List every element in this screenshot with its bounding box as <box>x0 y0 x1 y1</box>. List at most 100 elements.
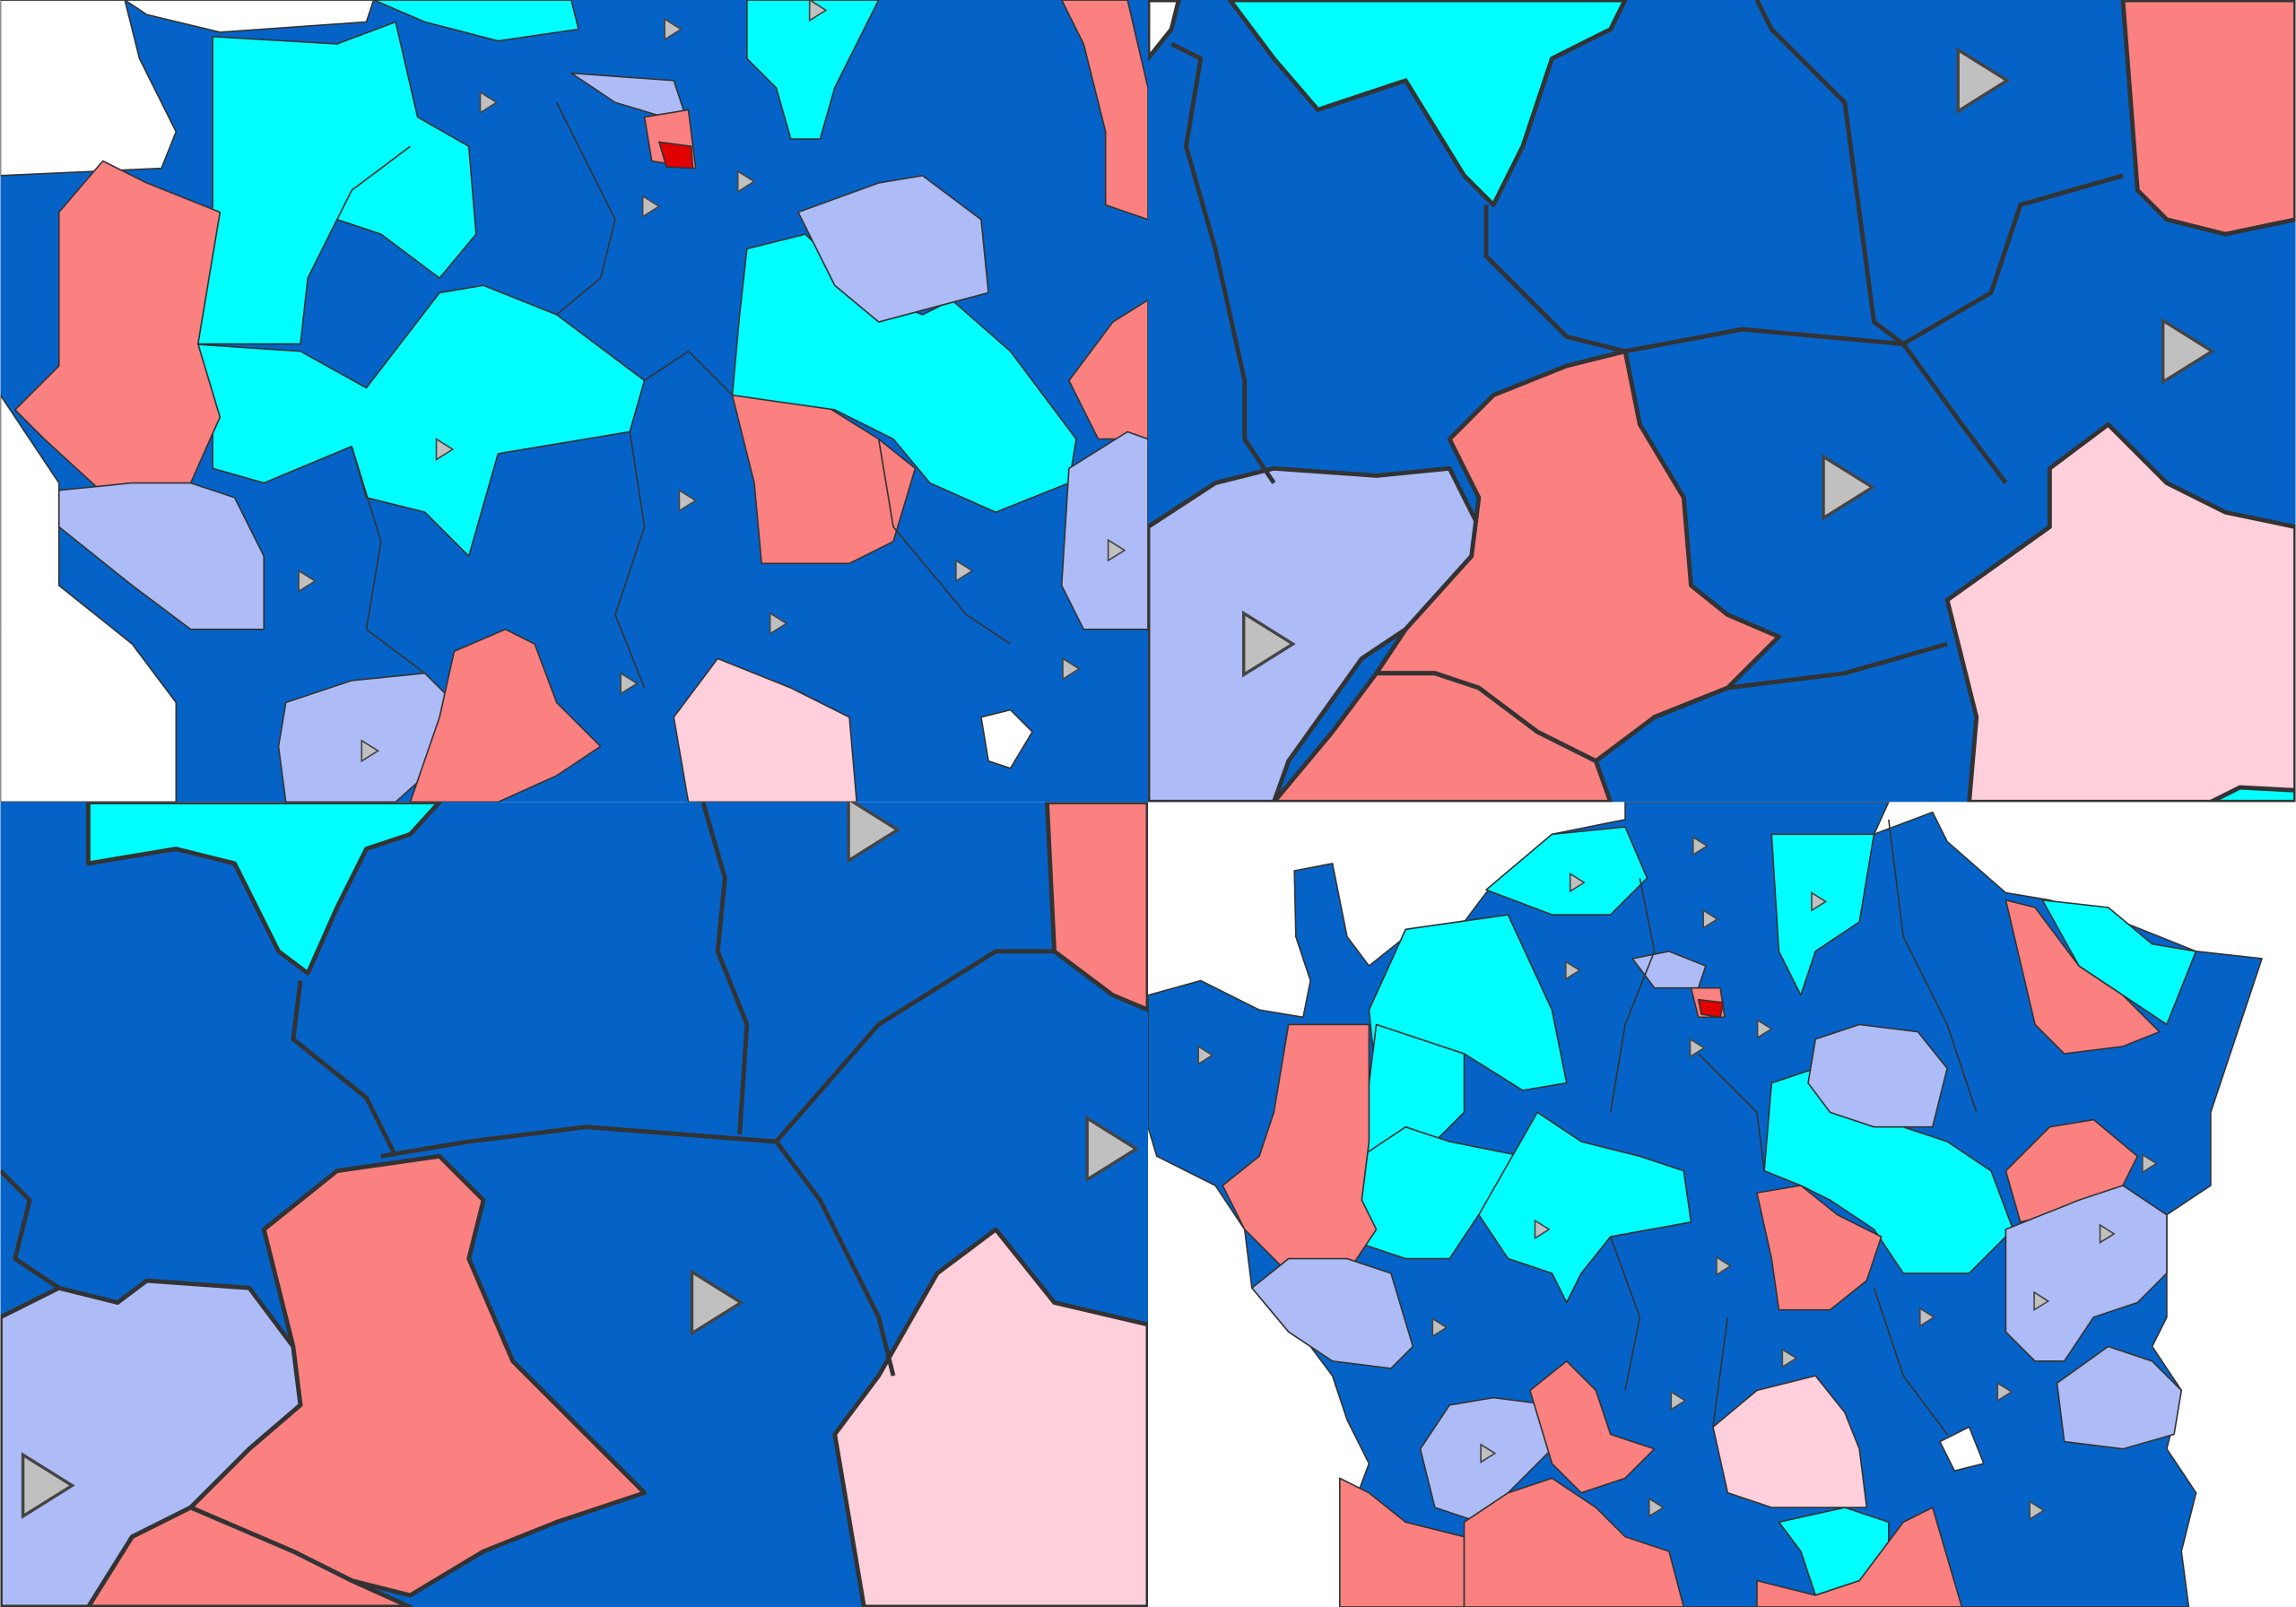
marker-triangle <box>361 739 380 763</box>
department <box>797 175 989 323</box>
department-border <box>1624 326 1904 354</box>
department <box>1463 1477 1685 1607</box>
department-border <box>291 980 398 1158</box>
department <box>409 628 602 803</box>
department <box>1939 1426 1985 1472</box>
department <box>673 657 858 803</box>
department-border <box>336 145 411 221</box>
department <box>57 482 265 630</box>
department <box>1529 1359 1656 1494</box>
department <box>658 141 694 169</box>
marker-triangle <box>769 612 788 636</box>
department <box>189 284 646 557</box>
department <box>1060 0 1149 221</box>
marker-triangle <box>620 672 639 696</box>
department <box>2005 899 2161 1055</box>
map-tile <box>1148 0 2296 803</box>
marker-triangle <box>1781 1348 1798 1368</box>
marker-triangle <box>1996 1381 2013 1403</box>
department-border <box>1609 1236 1641 1391</box>
department <box>372 0 579 42</box>
marker-triangle <box>2142 1153 2159 1174</box>
marker-triangle <box>2029 1500 2046 1521</box>
department-border <box>1712 1316 1729 1428</box>
department <box>980 708 1033 769</box>
marker-triangle <box>1918 1307 1935 1328</box>
department <box>1148 0 1181 61</box>
department <box>1478 1111 1692 1304</box>
department <box>2005 1185 2168 1362</box>
marker-triangle <box>1822 454 1876 521</box>
marker-triangle <box>678 489 698 513</box>
department <box>2208 785 2296 803</box>
department <box>1807 1023 1948 1128</box>
marker-triangle <box>1716 1255 1733 1276</box>
department <box>832 1227 1149 1607</box>
marker-triangle <box>21 1452 75 1519</box>
marker-triangle <box>2033 1290 2050 1312</box>
marker-triangle <box>1670 1390 1687 1412</box>
department <box>1044 802 1149 1012</box>
marker-triangle <box>1956 47 2011 115</box>
department <box>1251 1257 1414 1369</box>
department-border <box>1873 1287 1948 1435</box>
department <box>746 0 880 140</box>
department <box>0 0 178 177</box>
marker-triangle <box>1242 610 1296 678</box>
department <box>1060 430 1149 630</box>
marker-triangle <box>435 438 455 461</box>
department <box>1485 826 1648 916</box>
marker-triangle <box>2161 317 2215 386</box>
marker-triangle <box>736 169 756 194</box>
map-tile <box>0 802 1149 1607</box>
department <box>1756 1507 1963 1607</box>
department <box>1770 833 1875 996</box>
marker-triangle <box>1569 872 1586 893</box>
marker-triangle <box>1534 1219 1551 1240</box>
marker-triangle <box>1811 891 1828 912</box>
department-border <box>1609 878 1656 1113</box>
department-border <box>555 101 616 316</box>
department <box>1697 998 1725 1019</box>
department-border <box>877 439 1012 645</box>
marker-triangle <box>1564 960 1581 981</box>
marker-triangle <box>1756 1019 1773 1039</box>
department <box>1227 0 1628 207</box>
department-border <box>1653 641 1948 719</box>
marker-triangle <box>1648 1497 1665 1518</box>
department <box>2120 0 2296 237</box>
department-border <box>1483 204 1626 354</box>
department <box>196 21 477 345</box>
marker-triangle <box>1702 908 1719 930</box>
department <box>85 1505 413 1607</box>
marker-triangle <box>664 17 683 41</box>
department-border <box>1754 0 2124 346</box>
marker-triangle <box>2099 1223 2116 1245</box>
marker-triangle <box>1480 1443 1497 1464</box>
map-tile <box>0 0 1149 803</box>
marker-triangle <box>955 559 974 583</box>
department-border <box>774 1140 896 1377</box>
department-border <box>1170 41 1276 484</box>
marker-triangle <box>1689 1038 1706 1058</box>
map-tile <box>1148 802 2296 1607</box>
marker-triangle <box>847 802 901 864</box>
department-border <box>351 446 426 674</box>
marker-triangle <box>1197 1045 1214 1065</box>
marker-triangle <box>690 1269 744 1336</box>
marker-triangle <box>1085 1115 1140 1183</box>
department-border <box>1698 1053 1765 1171</box>
department <box>85 802 442 976</box>
department <box>1756 1185 1883 1311</box>
department <box>1712 1375 1868 1508</box>
department <box>188 1153 648 1598</box>
department <box>1271 671 1613 803</box>
department-border <box>1901 343 2008 485</box>
department-border <box>614 431 646 689</box>
department-border <box>0 1168 61 1290</box>
marker-triangle <box>1692 836 1709 856</box>
marker-triangle <box>1062 656 1081 681</box>
marker-triangle <box>298 569 317 593</box>
